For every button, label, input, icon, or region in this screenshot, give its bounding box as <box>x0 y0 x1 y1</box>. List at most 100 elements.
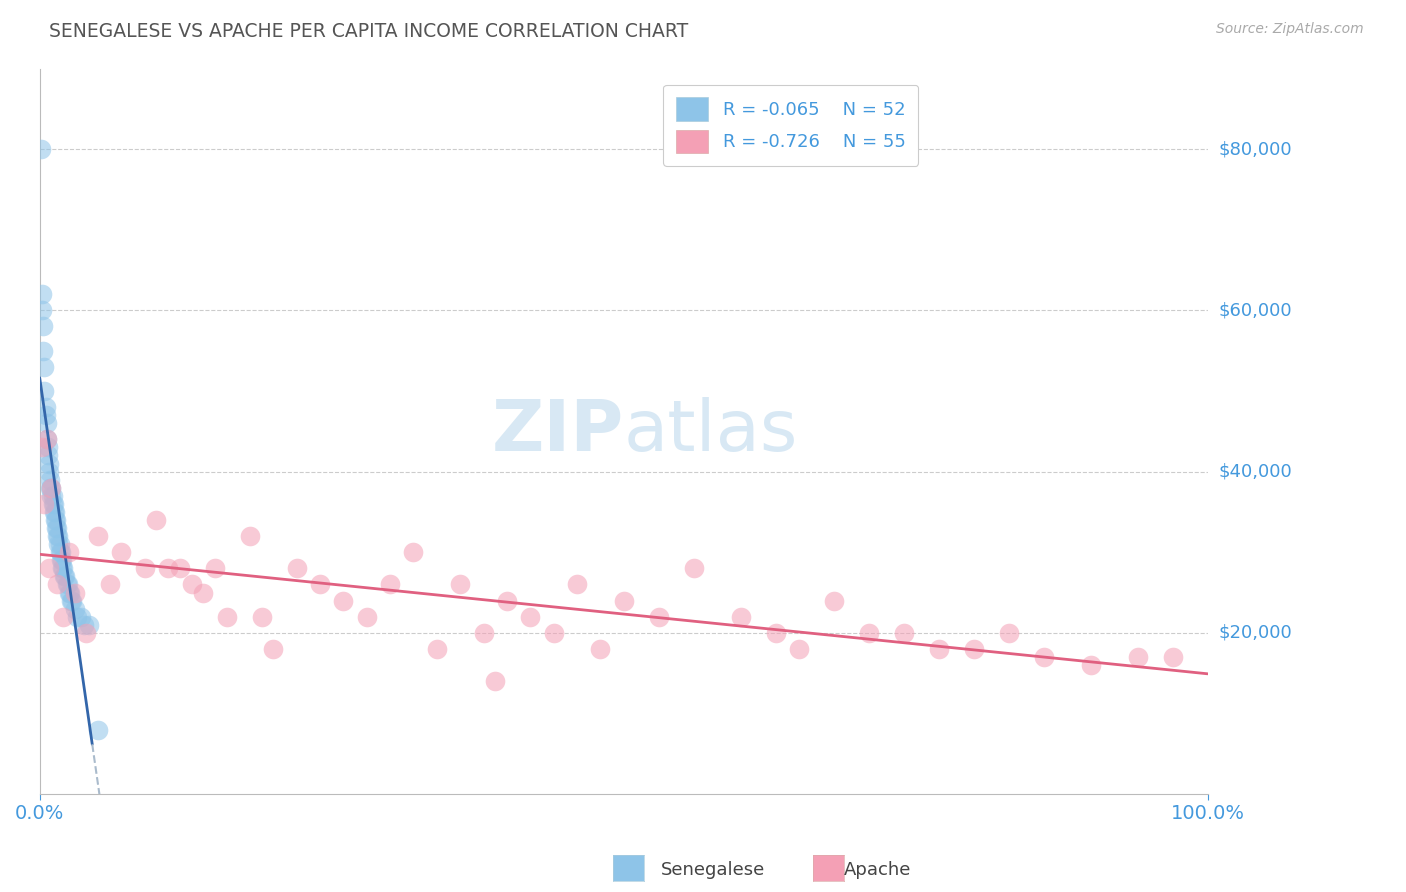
Point <box>682 561 704 575</box>
Point <box>38 465 60 479</box>
Point <box>332 593 354 607</box>
Point <box>48 537 70 551</box>
Point <box>613 593 636 607</box>
Point <box>648 609 671 624</box>
Point <box>41 489 63 503</box>
Point <box>35 416 58 430</box>
Point <box>60 593 83 607</box>
Point <box>963 642 986 657</box>
Point <box>543 625 565 640</box>
Point <box>34 384 56 398</box>
Point <box>48 545 70 559</box>
Text: atlas: atlas <box>624 397 799 466</box>
Point <box>34 359 56 374</box>
Point <box>77 617 100 632</box>
Point <box>32 319 55 334</box>
Point <box>45 521 67 535</box>
Point <box>37 449 59 463</box>
Point <box>34 497 56 511</box>
Point <box>48 529 70 543</box>
Point <box>35 433 58 447</box>
Point <box>73 617 96 632</box>
Text: $20,000: $20,000 <box>1219 624 1292 642</box>
Text: ZIP: ZIP <box>492 397 624 466</box>
Point <box>134 561 156 575</box>
Point <box>49 545 72 559</box>
Point <box>426 642 449 657</box>
Point <box>169 561 191 575</box>
Point <box>180 577 202 591</box>
Point <box>39 473 62 487</box>
Point <box>402 545 425 559</box>
Point <box>110 545 132 559</box>
Point <box>472 625 495 640</box>
Text: Source: ZipAtlas.com: Source: ZipAtlas.com <box>1216 22 1364 37</box>
Point <box>34 400 56 414</box>
Point <box>52 561 75 575</box>
Point <box>378 577 401 591</box>
Point <box>51 561 73 575</box>
Point <box>69 609 91 624</box>
Point <box>48 537 70 551</box>
Point <box>1161 650 1184 665</box>
Text: $80,000: $80,000 <box>1219 140 1292 158</box>
Point <box>193 585 215 599</box>
Point <box>31 441 53 455</box>
Point <box>1126 650 1149 665</box>
Point <box>928 642 950 657</box>
Point <box>565 577 588 591</box>
Point <box>309 577 332 591</box>
Point <box>75 625 97 640</box>
Legend: R = -0.065    N = 52, R = -0.726    N = 55: R = -0.065 N = 52, R = -0.726 N = 55 <box>664 85 918 166</box>
Text: $40,000: $40,000 <box>1219 463 1292 481</box>
Point <box>858 625 880 640</box>
Point <box>46 529 69 543</box>
Point <box>589 642 612 657</box>
Point <box>496 593 519 607</box>
Point <box>31 303 53 318</box>
Point <box>519 609 541 624</box>
Text: Senegalese: Senegalese <box>661 861 765 879</box>
Point <box>204 561 226 575</box>
Point <box>787 642 810 657</box>
Point <box>35 433 58 447</box>
Point <box>55 577 77 591</box>
Point <box>1033 650 1056 665</box>
Point <box>42 505 65 519</box>
Point <box>285 561 308 575</box>
Point <box>239 529 262 543</box>
Text: Apache: Apache <box>844 861 911 879</box>
Point <box>38 457 60 471</box>
Point <box>44 513 66 527</box>
Point <box>98 577 121 591</box>
Point <box>1080 658 1102 673</box>
Point <box>44 505 66 519</box>
Point <box>823 593 845 607</box>
Point <box>32 343 55 358</box>
Point <box>60 593 83 607</box>
Point <box>262 642 284 657</box>
Point <box>59 585 82 599</box>
Point <box>46 521 69 535</box>
Point <box>30 142 52 156</box>
Point <box>38 561 60 575</box>
Point <box>41 489 63 503</box>
Point <box>41 497 63 511</box>
Point <box>46 577 69 591</box>
Point <box>356 609 378 624</box>
Point <box>58 545 80 559</box>
Point <box>55 569 77 583</box>
Point <box>449 577 471 591</box>
Point <box>87 723 110 737</box>
Text: $60,000: $60,000 <box>1219 301 1292 319</box>
Point <box>730 609 752 624</box>
Point <box>998 625 1021 640</box>
Point <box>42 497 65 511</box>
Point <box>145 513 167 527</box>
Point <box>37 441 59 455</box>
Point <box>56 577 79 591</box>
Point <box>58 585 80 599</box>
Point <box>157 561 180 575</box>
Point <box>484 674 506 689</box>
Point <box>63 585 86 599</box>
